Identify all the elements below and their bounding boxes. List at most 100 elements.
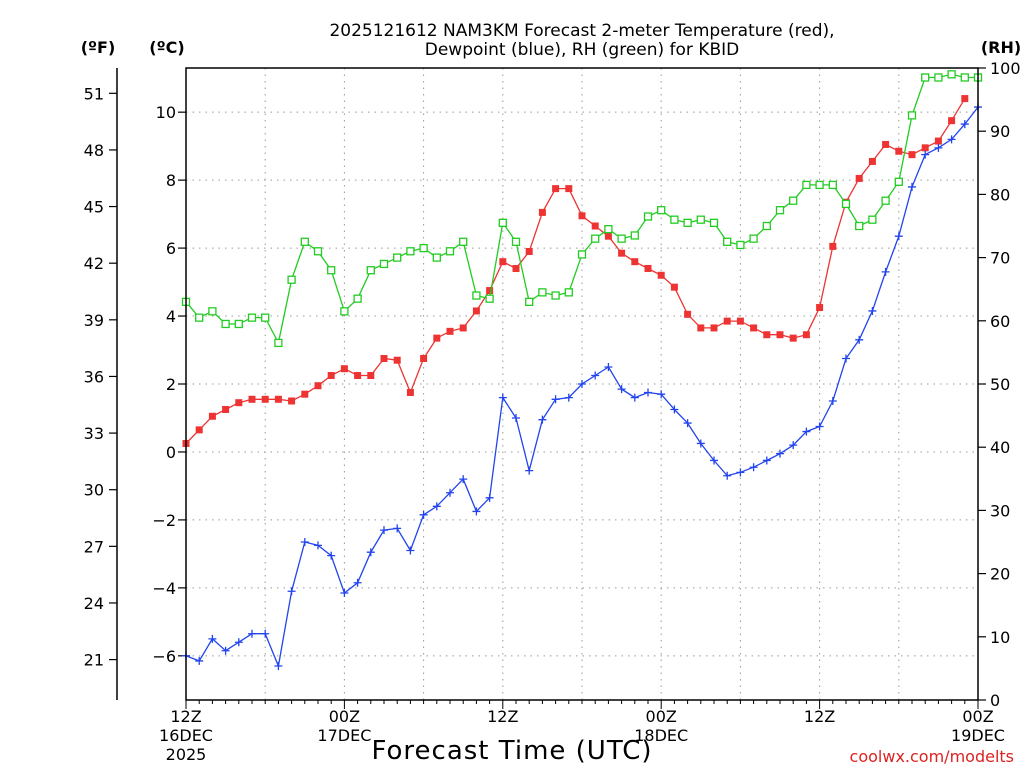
dewpoint-point xyxy=(578,380,586,388)
chart-title: 2025121612 NAM3KM Forecast 2-meter Tempe… xyxy=(329,21,834,60)
fahrenheit-tick-label: 48 xyxy=(84,141,104,160)
rh-axis: 0 10 20 30 40 50 60 70 80 90 100 xyxy=(978,59,1021,710)
temperature-point xyxy=(961,95,969,103)
dewpoint-point xyxy=(195,656,204,665)
temperature-point xyxy=(248,395,256,403)
dewpoint-point xyxy=(340,588,349,597)
dewpoint-point xyxy=(314,541,322,550)
rh-point xyxy=(208,307,217,316)
celsius-tick-label: 6 xyxy=(166,239,176,258)
temperature-point xyxy=(367,372,375,380)
dewpoint-point xyxy=(881,267,890,276)
temperature-series xyxy=(182,95,969,447)
rh-tick-label: 50 xyxy=(990,375,1010,394)
temperature-point xyxy=(710,324,718,332)
temperature-point xyxy=(697,324,705,332)
temperature-point xyxy=(314,382,322,390)
celsius-tick-label: 0 xyxy=(166,443,176,462)
temperature-point xyxy=(776,331,784,339)
rh-point xyxy=(472,291,481,300)
temperature-point xyxy=(327,372,335,380)
rh-point xyxy=(247,313,257,322)
dewpoint-point xyxy=(393,524,402,533)
rh-point xyxy=(934,73,943,82)
temperature-point xyxy=(829,242,837,250)
temperature-point xyxy=(723,317,731,325)
celsius-tick-label: −4 xyxy=(152,579,176,598)
dewpoint-point xyxy=(789,441,798,450)
temperature-point xyxy=(921,144,929,152)
rh-tick-label: 60 xyxy=(990,312,1010,331)
fahrenheit-tick-label: 33 xyxy=(84,424,104,443)
temperature-point xyxy=(261,395,269,403)
rh-point xyxy=(604,225,613,234)
fahrenheit-tick-label: 21 xyxy=(84,651,104,670)
time-tick-label: 16DEC xyxy=(159,726,213,745)
rh-point xyxy=(907,111,917,120)
dewpoint-point xyxy=(815,422,824,431)
rh-point xyxy=(696,215,705,224)
temperature-point xyxy=(644,264,652,272)
temperature-point xyxy=(565,185,573,193)
title-line-2: Dewpoint (blue), RH (green) for KBID xyxy=(425,40,740,60)
temperature-point xyxy=(855,174,863,182)
dewpoint-point xyxy=(591,371,600,380)
temperature-point xyxy=(618,249,626,257)
rh-point xyxy=(736,240,745,250)
temperature-point xyxy=(750,324,758,332)
fahrenheit-tick-label: 36 xyxy=(84,367,104,386)
dewpoint-point xyxy=(459,475,468,484)
dewpoint-point xyxy=(261,629,270,638)
rh-point xyxy=(789,196,798,205)
rh-tick-label: 40 xyxy=(990,438,1010,457)
temperature-point xyxy=(578,212,586,220)
rh-point xyxy=(947,70,956,79)
temperature-point xyxy=(274,395,282,403)
dewpoint-point xyxy=(855,335,864,344)
dewpoint-point xyxy=(657,390,666,399)
rh-point xyxy=(234,319,243,329)
rh-point xyxy=(841,199,851,209)
temperature-point xyxy=(895,147,903,155)
dewpoint-point xyxy=(406,546,415,555)
rh-tick-label: 30 xyxy=(990,501,1010,520)
rh-point xyxy=(670,215,679,224)
fahrenheit-tick-label: 27 xyxy=(84,537,104,556)
dewpoint-point xyxy=(934,143,943,152)
rh-point xyxy=(538,288,547,297)
x-axis-title: Forecast Time (UTC) xyxy=(371,736,652,766)
dewpoint-point xyxy=(327,551,336,560)
rh-point xyxy=(683,218,692,227)
dewpoint-point xyxy=(472,507,481,516)
temperature-point xyxy=(446,327,454,335)
fahrenheit-axis: 21 24 27 30 33 36 39 42 45 48 51 xyxy=(84,84,117,670)
dewpoint-point xyxy=(894,232,903,241)
rh-point xyxy=(564,288,573,297)
time-tick-label: 17DEC xyxy=(317,726,371,745)
rh-tick-label: 70 xyxy=(990,249,1010,268)
temperature-point xyxy=(802,331,810,339)
rh-point xyxy=(577,250,587,259)
rh-point xyxy=(802,180,811,190)
rh-point xyxy=(300,237,309,246)
dewpoint-point xyxy=(762,456,771,465)
dewpoint-point xyxy=(248,629,256,638)
temperature-point xyxy=(433,334,441,342)
rh-point xyxy=(643,212,653,221)
rh-point xyxy=(195,313,204,322)
plot-frame xyxy=(185,67,979,701)
dewpoint-point xyxy=(498,393,507,402)
dewpoint-point xyxy=(696,439,705,448)
dewpoint-point xyxy=(366,548,375,557)
title-line-1: 2025121612 NAM3KM Forecast 2-meter Tempe… xyxy=(329,21,834,41)
dewpoint-point xyxy=(723,471,732,480)
dewpoint-point xyxy=(960,120,969,129)
dewpoint-point xyxy=(630,393,639,402)
celsius-unit-label: (ºC) xyxy=(149,38,184,57)
rh-point xyxy=(749,234,758,243)
celsius-tick-label: −2 xyxy=(152,511,176,530)
dewpoint-point xyxy=(828,396,837,405)
rh-point xyxy=(855,221,864,231)
